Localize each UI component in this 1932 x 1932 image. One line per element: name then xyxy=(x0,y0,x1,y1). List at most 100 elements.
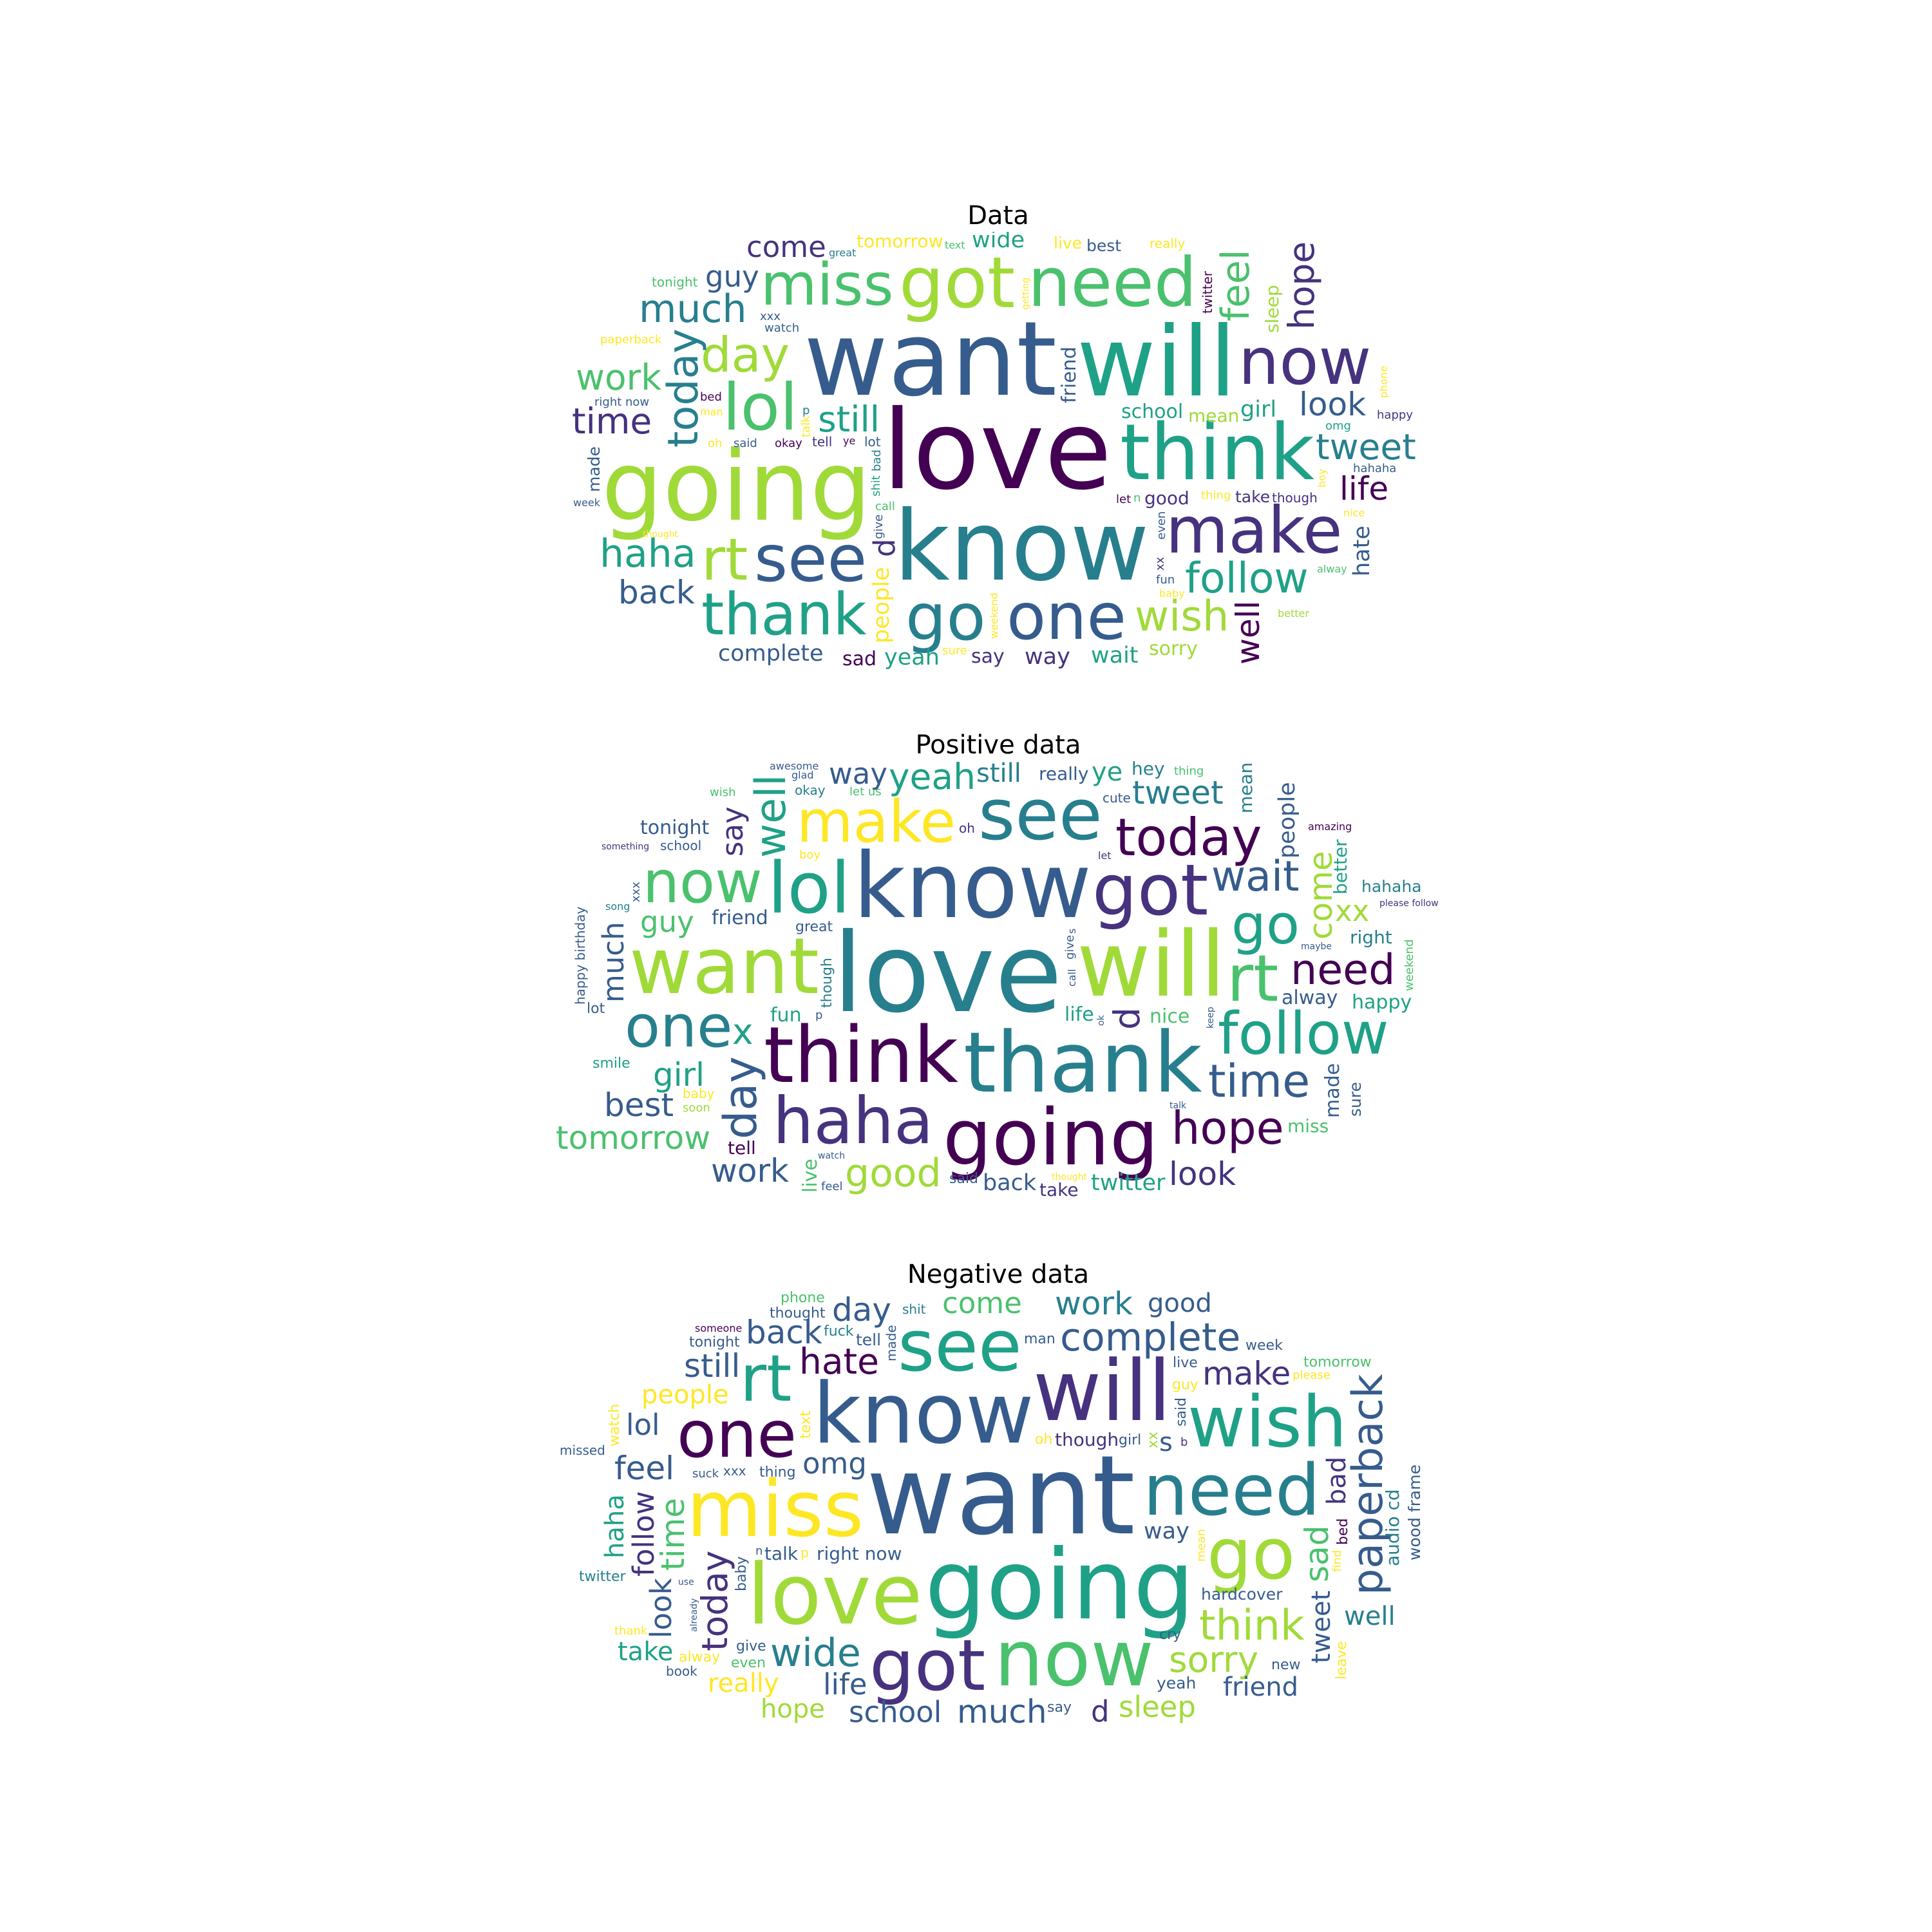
word-d: d xyxy=(867,538,902,557)
word-feel: feel xyxy=(614,1450,675,1487)
word-sad: sad xyxy=(1298,1525,1336,1582)
word-twitter: twitter xyxy=(1091,1170,1166,1196)
word-happy-birthday: happy birthday xyxy=(573,906,588,1005)
word-today: today xyxy=(659,328,708,448)
word-now: now xyxy=(643,849,762,916)
word-life: life xyxy=(823,1667,867,1701)
word-wide: wide xyxy=(770,1631,861,1676)
word-something: something xyxy=(601,842,650,852)
word-hey: hey xyxy=(1132,761,1165,779)
word-now: now xyxy=(994,1615,1154,1704)
word-friend: friend xyxy=(712,907,768,929)
word-ok: ok xyxy=(1096,1015,1106,1026)
word-cloud: love want know going will think got need make see… xyxy=(554,232,1443,670)
word-come: come xyxy=(942,1291,1022,1320)
word-watch: watch xyxy=(818,1151,846,1161)
word-look: look xyxy=(644,1578,678,1638)
word-time: time xyxy=(654,1498,692,1571)
word-guy: guy xyxy=(1172,1377,1198,1393)
word-work: work xyxy=(576,357,662,398)
word-haha: haha xyxy=(600,531,696,576)
word-already: already xyxy=(689,1598,699,1632)
word-life: life xyxy=(1340,470,1389,507)
word-haha: haha xyxy=(600,1494,630,1558)
word-day: day xyxy=(714,1056,767,1139)
word-watch: watch xyxy=(764,321,800,335)
word-oh: oh xyxy=(959,820,975,836)
word-sleep: sleep xyxy=(1262,285,1283,333)
word-d: d xyxy=(1106,1007,1148,1030)
word-ye: ye xyxy=(1092,761,1123,787)
word-well: well xyxy=(1229,600,1267,665)
word-d: d xyxy=(1091,1694,1110,1728)
word-hate: hate xyxy=(1349,526,1375,576)
word-school: school xyxy=(660,838,702,853)
word-alway: alway xyxy=(679,1649,721,1665)
panel-title: Negative data xyxy=(907,1260,1090,1289)
word-oh: oh xyxy=(708,437,723,450)
word-people: people xyxy=(1274,782,1300,858)
word-find: find xyxy=(1331,1549,1344,1572)
word-see: see xyxy=(898,1305,1022,1387)
word-yeah: yeah xyxy=(884,645,940,670)
word-thank: thank xyxy=(701,581,867,649)
word-keep: keep xyxy=(1206,1007,1216,1028)
word-school: school xyxy=(1121,401,1184,423)
word-today: today xyxy=(694,1550,735,1651)
word-know: know xyxy=(894,491,1150,603)
word-cloud: want going know will love miss now need see got go… xyxy=(554,1291,1443,1728)
word-talk: talk xyxy=(799,415,813,437)
word-girl: girl xyxy=(1240,397,1277,422)
word-tomorrow: tomorrow xyxy=(1303,1354,1372,1370)
word-much: much xyxy=(639,287,747,332)
word-friend: friend xyxy=(1058,346,1081,403)
word-want: want xyxy=(629,922,819,1012)
panel-title: Data xyxy=(967,201,1029,231)
word-book: book xyxy=(666,1663,697,1679)
word-sorry: sorry xyxy=(1149,638,1198,660)
word-yeah: yeah xyxy=(889,761,976,797)
word-audio-cd: audio cd xyxy=(1382,1489,1403,1566)
word-getting: getting xyxy=(1021,277,1031,310)
word-feel: feel xyxy=(821,1180,843,1193)
word-lol: lol xyxy=(768,847,851,929)
word-leave: leave xyxy=(1334,1641,1350,1680)
word-life: life xyxy=(1065,1003,1094,1026)
word-much: much xyxy=(596,922,630,1003)
word-want: want xyxy=(866,1432,1135,1560)
word-n: n xyxy=(755,1544,763,1558)
word-twitter: twitter xyxy=(579,1569,626,1585)
word-ye: ye xyxy=(843,435,856,447)
word-hate: hate xyxy=(799,1341,879,1382)
word-nice: nice xyxy=(1343,507,1365,519)
word-look: look xyxy=(1169,1155,1236,1193)
word-let: let xyxy=(1098,849,1112,862)
word-new: new xyxy=(1271,1657,1301,1673)
word-guy: guy xyxy=(705,260,759,294)
word-great: great xyxy=(795,919,833,935)
word-thought: thought xyxy=(770,1305,826,1321)
word-soon: soon xyxy=(683,1101,710,1115)
word-girl: girl xyxy=(1119,1432,1142,1448)
word-give: give xyxy=(736,1638,766,1654)
word-got: got xyxy=(899,242,1016,324)
word-back: back xyxy=(983,1170,1037,1196)
word-go: go xyxy=(905,580,986,655)
word-mean: mean xyxy=(1195,1528,1208,1562)
word-thing: thing xyxy=(1174,764,1204,778)
word-right-now: right now xyxy=(817,1543,902,1564)
word-mean: mean xyxy=(1235,762,1256,813)
word-happy: happy xyxy=(1352,991,1412,1014)
word-fun: fun xyxy=(1156,573,1175,587)
word-xxx: xxx xyxy=(629,882,643,902)
word-fuck: fuck xyxy=(824,1323,854,1340)
word-cute: cute xyxy=(1103,790,1131,806)
word-rt: rt xyxy=(740,1341,792,1416)
word-baby: baby xyxy=(683,1086,715,1101)
word-weekend: weekend xyxy=(1403,939,1416,991)
word-hahaha: hahaha xyxy=(1353,462,1397,475)
word-really: really xyxy=(708,1669,779,1698)
word-thank: thank xyxy=(963,1014,1202,1112)
word-make: make xyxy=(797,788,956,856)
word-best: best xyxy=(604,1086,674,1124)
